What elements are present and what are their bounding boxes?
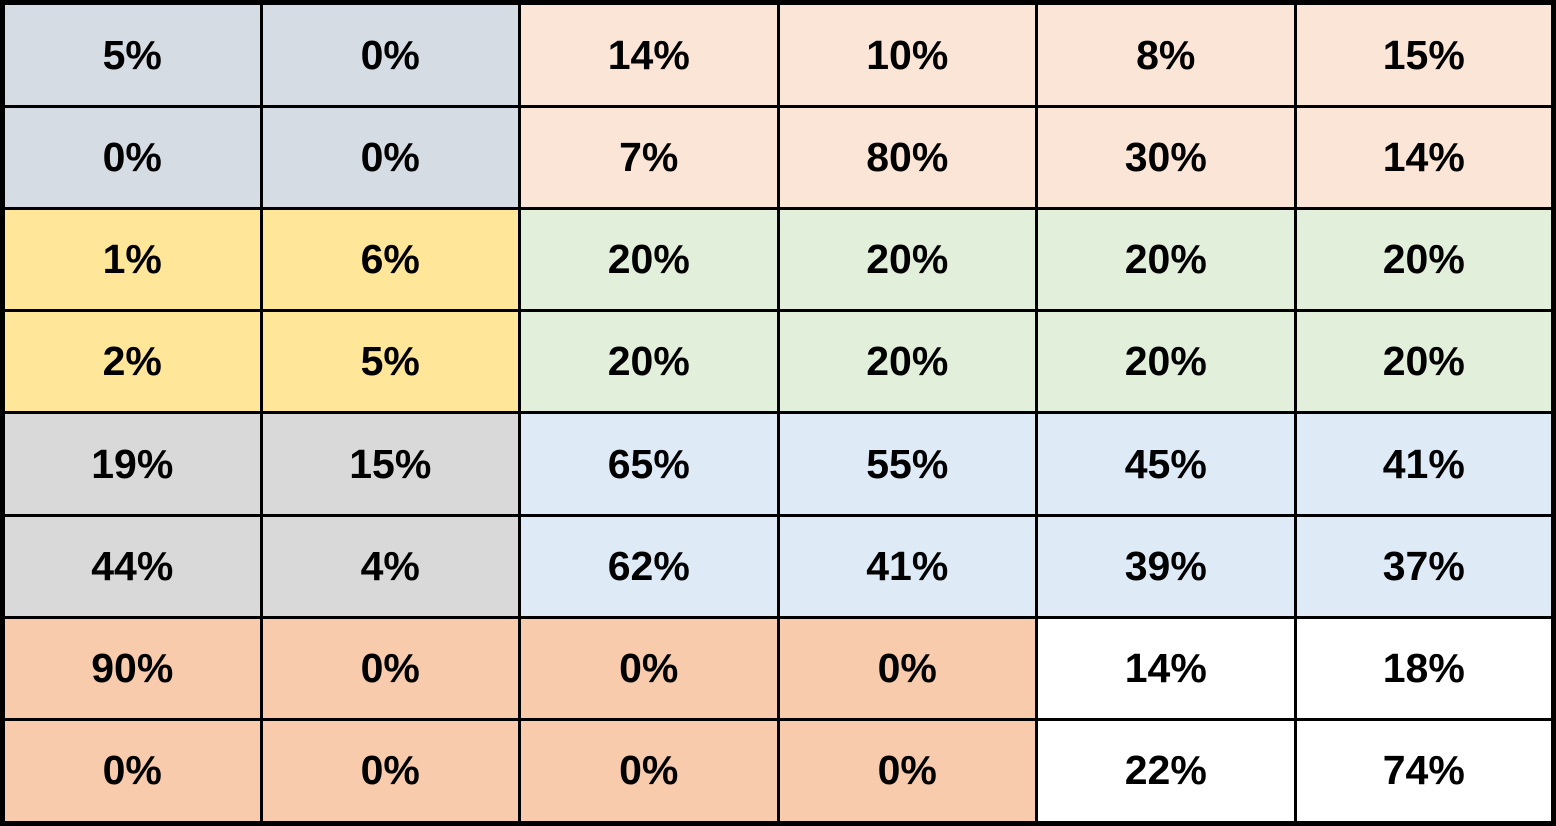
- table-cell: 37%: [1293, 513, 1555, 619]
- table-cell: 0%: [1, 105, 263, 211]
- table-cell: 0%: [518, 615, 780, 721]
- table-cell: 5%: [1, 0, 263, 109]
- table-row: 2% 5% 20% 20% 20% 20%: [1, 309, 1555, 415]
- table-cell: 20%: [1293, 207, 1555, 313]
- table-cell: 20%: [776, 309, 1038, 415]
- table-cell: 65%: [518, 411, 780, 517]
- table-cell: 10%: [776, 0, 1038, 109]
- table-cell: 74%: [1293, 717, 1555, 826]
- table-cell: 14%: [1293, 105, 1555, 211]
- table-cell: 6%: [259, 207, 521, 313]
- table-row: 44% 4% 62% 41% 39% 37%: [1, 513, 1555, 619]
- table-row: 19% 15% 65% 55% 45% 41%: [1, 411, 1555, 517]
- table-cell: 20%: [1293, 309, 1555, 415]
- table-cell: 41%: [776, 513, 1038, 619]
- table-cell: 19%: [1, 411, 263, 517]
- table-cell: 55%: [776, 411, 1038, 517]
- table-row: 5% 0% 14% 10% 8% 15%: [1, 0, 1555, 109]
- table-cell: 14%: [1035, 615, 1297, 721]
- table-row: 0% 0% 0% 0% 22% 74%: [1, 717, 1555, 826]
- table-cell: 0%: [259, 717, 521, 826]
- table-cell: 18%: [1293, 615, 1555, 721]
- table-cell: 20%: [1035, 207, 1297, 313]
- table-cell: 0%: [259, 615, 521, 721]
- table-cell: 41%: [1293, 411, 1555, 517]
- table-cell: 0%: [259, 105, 521, 211]
- table-cell: 45%: [1035, 411, 1297, 517]
- table-cell: 39%: [1035, 513, 1297, 619]
- table-cell: 0%: [518, 717, 780, 826]
- table-cell: 62%: [518, 513, 780, 619]
- table-cell: 14%: [518, 0, 780, 109]
- table-cell: 15%: [259, 411, 521, 517]
- table-cell: 44%: [1, 513, 263, 619]
- table-cell: 8%: [1035, 0, 1297, 109]
- table-cell: 7%: [518, 105, 780, 211]
- table-cell: 30%: [1035, 105, 1297, 211]
- table-row: 0% 0% 7% 80% 30% 14%: [1, 105, 1555, 211]
- table-cell: 0%: [776, 717, 1038, 826]
- table-cell: 15%: [1293, 0, 1555, 109]
- table-cell: 20%: [518, 309, 780, 415]
- table-cell: 20%: [776, 207, 1038, 313]
- table-cell: 5%: [259, 309, 521, 415]
- table-cell: 0%: [259, 0, 521, 109]
- table-cell: 20%: [518, 207, 780, 313]
- table-cell: 0%: [1, 717, 263, 826]
- table-cell: 1%: [1, 207, 263, 313]
- table-cell: 4%: [259, 513, 521, 619]
- table-cell: 20%: [1035, 309, 1297, 415]
- table-row: 90% 0% 0% 0% 14% 18%: [1, 615, 1555, 721]
- table-cell: 2%: [1, 309, 263, 415]
- table-cell: 22%: [1035, 717, 1297, 826]
- table-row: 1% 6% 20% 20% 20% 20%: [1, 207, 1555, 313]
- table-cell: 80%: [776, 105, 1038, 211]
- table-cell: 0%: [776, 615, 1038, 721]
- table-cell: 90%: [1, 615, 263, 721]
